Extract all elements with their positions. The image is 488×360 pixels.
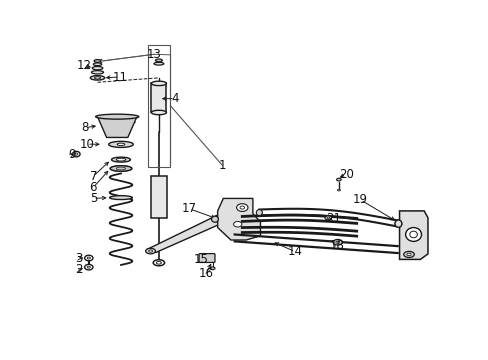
Polygon shape bbox=[97, 117, 137, 138]
Ellipse shape bbox=[394, 220, 401, 227]
Ellipse shape bbox=[156, 261, 161, 264]
Bar bbox=[147, 45, 170, 167]
Ellipse shape bbox=[94, 59, 101, 62]
Ellipse shape bbox=[117, 143, 124, 146]
Ellipse shape bbox=[111, 157, 130, 162]
Text: 9: 9 bbox=[68, 148, 75, 161]
Text: 19: 19 bbox=[352, 193, 367, 206]
Ellipse shape bbox=[394, 220, 401, 227]
Bar bbox=[150, 176, 167, 218]
Text: 12: 12 bbox=[76, 59, 91, 72]
Ellipse shape bbox=[84, 264, 93, 270]
Ellipse shape bbox=[256, 210, 262, 216]
Text: 3: 3 bbox=[76, 252, 83, 265]
Ellipse shape bbox=[332, 239, 342, 245]
Ellipse shape bbox=[72, 151, 80, 157]
Text: 8: 8 bbox=[81, 121, 88, 134]
Ellipse shape bbox=[151, 81, 166, 86]
Polygon shape bbox=[217, 198, 260, 240]
Text: 20: 20 bbox=[338, 168, 353, 181]
Ellipse shape bbox=[155, 59, 162, 62]
Ellipse shape bbox=[93, 63, 102, 66]
Text: 18: 18 bbox=[329, 239, 344, 252]
Ellipse shape bbox=[236, 204, 247, 211]
Text: 16: 16 bbox=[198, 267, 213, 280]
Ellipse shape bbox=[409, 231, 417, 238]
Text: 14: 14 bbox=[287, 245, 302, 258]
Ellipse shape bbox=[108, 141, 133, 148]
Ellipse shape bbox=[84, 255, 93, 261]
Ellipse shape bbox=[233, 221, 242, 227]
Ellipse shape bbox=[240, 206, 244, 209]
Ellipse shape bbox=[96, 114, 139, 119]
Ellipse shape bbox=[336, 178, 341, 181]
Ellipse shape bbox=[110, 166, 132, 171]
Polygon shape bbox=[399, 211, 427, 260]
Ellipse shape bbox=[92, 67, 102, 70]
Ellipse shape bbox=[75, 153, 78, 155]
Text: 6: 6 bbox=[89, 181, 97, 194]
Text: 11: 11 bbox=[112, 71, 127, 84]
Text: 7: 7 bbox=[89, 170, 97, 183]
Text: 15: 15 bbox=[194, 253, 208, 266]
Text: 17: 17 bbox=[182, 202, 196, 215]
Text: 1: 1 bbox=[218, 159, 225, 172]
Ellipse shape bbox=[211, 216, 218, 222]
Ellipse shape bbox=[109, 195, 132, 199]
Ellipse shape bbox=[335, 241, 339, 243]
Ellipse shape bbox=[94, 77, 101, 79]
Ellipse shape bbox=[210, 267, 215, 270]
Ellipse shape bbox=[405, 228, 421, 242]
Ellipse shape bbox=[337, 189, 340, 191]
Ellipse shape bbox=[151, 110, 166, 115]
Ellipse shape bbox=[148, 250, 152, 252]
Ellipse shape bbox=[403, 251, 413, 257]
Text: 21: 21 bbox=[326, 212, 341, 225]
Ellipse shape bbox=[87, 266, 90, 268]
Text: 5: 5 bbox=[89, 192, 97, 205]
Text: 4: 4 bbox=[171, 92, 178, 105]
Ellipse shape bbox=[90, 76, 104, 80]
FancyBboxPatch shape bbox=[199, 253, 215, 262]
Bar bbox=[151, 84, 166, 112]
Ellipse shape bbox=[406, 253, 410, 256]
Ellipse shape bbox=[324, 216, 331, 220]
Ellipse shape bbox=[87, 257, 90, 259]
Ellipse shape bbox=[154, 62, 163, 65]
Text: 13: 13 bbox=[146, 48, 161, 61]
Ellipse shape bbox=[116, 158, 125, 161]
Text: 2: 2 bbox=[76, 264, 83, 276]
Text: 10: 10 bbox=[79, 138, 94, 150]
Ellipse shape bbox=[153, 260, 164, 266]
Ellipse shape bbox=[145, 248, 155, 254]
Polygon shape bbox=[146, 215, 227, 252]
Ellipse shape bbox=[326, 217, 329, 219]
Ellipse shape bbox=[91, 71, 103, 74]
